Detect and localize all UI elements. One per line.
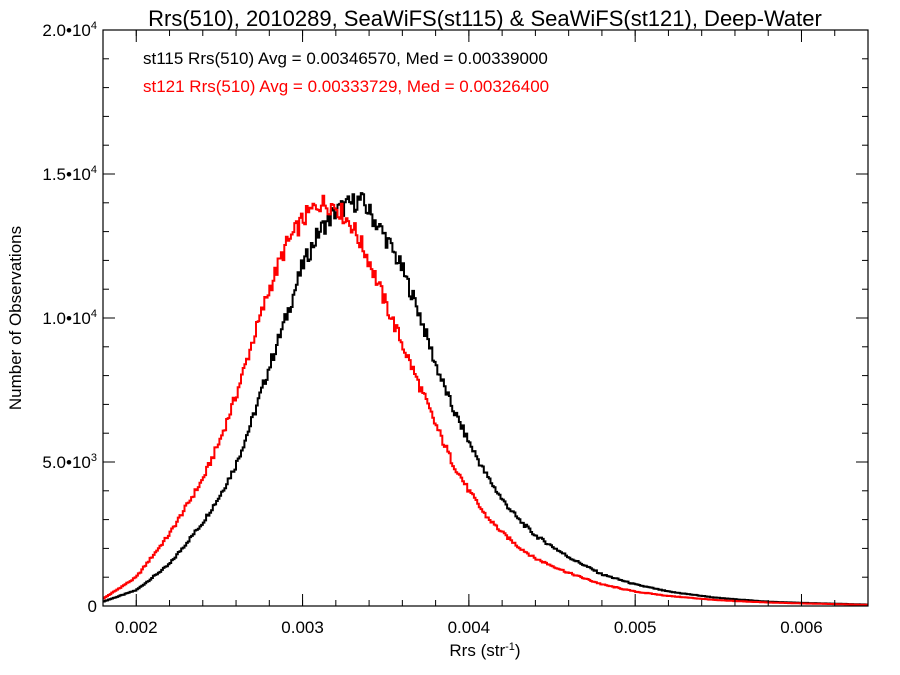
x-tick-label: 0.002 bbox=[115, 618, 158, 637]
y-tick-mantissa: 1.5•10 bbox=[42, 165, 91, 184]
y-tick-label: 5.0•103 bbox=[42, 452, 97, 472]
chart-title: Rrs(510), 2010289, SeaWiFS(st115) & SeaW… bbox=[148, 6, 822, 31]
y-axis-label: Number of Observations bbox=[6, 226, 25, 410]
y-tick-label: 2.0•104 bbox=[42, 20, 97, 40]
annotation-2: st121 Rrs(510) Avg = 0.00333729, Med = 0… bbox=[143, 77, 549, 96]
y-tick-mantissa: 0 bbox=[88, 597, 97, 616]
y-tick-label: 0 bbox=[88, 597, 97, 616]
annotation-1: st115 Rrs(510) Avg = 0.00346570, Med = 0… bbox=[143, 49, 548, 68]
x-axis-label: Rrs (str-1) bbox=[449, 641, 520, 660]
x-axis-label-sup: -1 bbox=[505, 641, 515, 653]
x-tick-label: 0.004 bbox=[448, 618, 491, 637]
x-tick-label: 0.003 bbox=[281, 618, 324, 637]
y-tick-label: 1.5•104 bbox=[42, 164, 97, 184]
y-tick-label: 1.0•104 bbox=[42, 308, 97, 328]
y-tick-mantissa: 5.0•10 bbox=[42, 453, 91, 472]
plot-frame bbox=[102, 29, 869, 607]
x-tick-label: 0.005 bbox=[614, 618, 657, 637]
series-line-2 bbox=[103, 194, 868, 606]
series-layer bbox=[103, 192, 868, 606]
y-tick-exponent: 4 bbox=[91, 164, 97, 176]
x-tick-label: 0.006 bbox=[780, 618, 823, 637]
annotations: st115 Rrs(510) Avg = 0.00346570, Med = 0… bbox=[143, 49, 549, 96]
ticks-layer: 0.002 0.003 0.004 0.005 0.00605.0•1031.0•104… bbox=[42, 20, 869, 637]
y-tick-mantissa: 2.0•10 bbox=[42, 21, 91, 40]
y-tick-exponent: 4 bbox=[91, 308, 97, 320]
y-tick-exponent: 3 bbox=[91, 452, 97, 464]
series-line-1 bbox=[103, 192, 868, 606]
x-axis-label-main: Rrs (str bbox=[449, 641, 505, 660]
y-tick-mantissa: 1.0•10 bbox=[42, 309, 91, 328]
x-axis-label-close: ) bbox=[515, 641, 521, 660]
y-tick-exponent: 4 bbox=[91, 20, 97, 32]
